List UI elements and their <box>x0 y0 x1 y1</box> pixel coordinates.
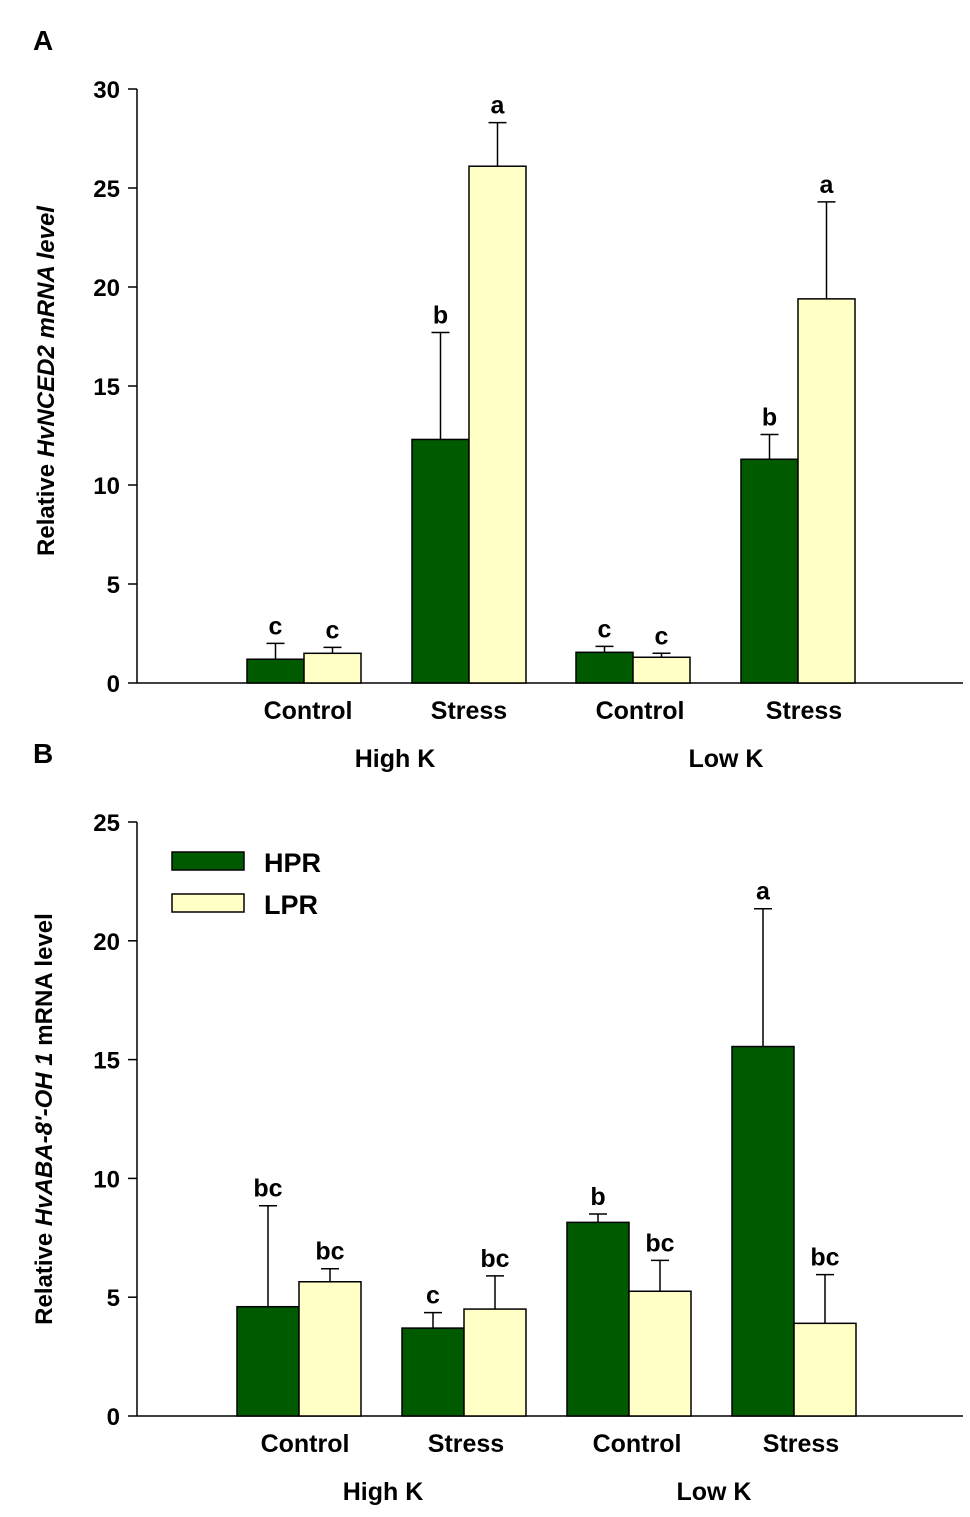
significance-letter-hpr: a <box>756 878 771 906</box>
y-tick-label: 20 <box>93 275 120 302</box>
y-axis-label: Relative HvNCED2 mRNA level <box>33 205 60 556</box>
significance-letter-hpr: bc <box>253 1175 282 1203</box>
bar-lpr <box>303 652 362 684</box>
significance-letter-hpr: b <box>590 1183 605 1211</box>
category-label: Stress <box>431 697 507 725</box>
y-axis-label: Relative HvABA-8'-OH 1 mRNA level <box>31 913 58 1325</box>
y-tick-label: 5 <box>107 572 120 599</box>
bar-hpr <box>236 1305 300 1417</box>
significance-letter-hpr: c <box>269 612 283 640</box>
group-label: Low K <box>677 1478 752 1506</box>
category-label: Stress <box>763 1430 839 1458</box>
bar-lpr <box>797 298 856 684</box>
y-tick-label: 25 <box>93 810 120 837</box>
bar-lpr <box>468 165 527 684</box>
legend-swatch-lpr <box>171 893 245 913</box>
group-label: High K <box>343 1478 424 1506</box>
legend-label-lpr: LPR <box>264 890 318 920</box>
significance-letter-hpr: c <box>598 615 612 643</box>
bar-lpr <box>632 656 691 684</box>
bar-hpr <box>566 1221 630 1417</box>
category-label: Control <box>261 1430 350 1458</box>
panel-b: B Relative HvABA-8'-OH 1 mRNA level HPR … <box>31 738 963 1506</box>
bar-hpr <box>246 658 305 684</box>
significance-letter-lpr: bc <box>480 1245 509 1273</box>
significance-letter-lpr: bc <box>810 1244 839 1272</box>
y-tick-label: 10 <box>93 1166 120 1193</box>
legend: HPR LPR <box>171 848 321 920</box>
panel-label: B <box>33 738 53 769</box>
category-label: Control <box>264 697 353 725</box>
bar-lpr <box>463 1308 527 1417</box>
y-tick-label: 15 <box>93 374 120 401</box>
y-tick-label: 25 <box>93 176 120 203</box>
y-tick-label: 0 <box>107 1404 120 1431</box>
y-tick-label: 5 <box>107 1285 120 1312</box>
y-tick-label: 20 <box>93 929 120 956</box>
significance-letter-lpr: bc <box>315 1238 344 1266</box>
panel-label: A <box>33 25 53 56</box>
significance-letter-lpr: bc <box>645 1229 674 1257</box>
panel-a: A Relative HvNCED2 mRNA level 0 5 10 15 20 25… <box>33 25 963 773</box>
y-tick-label: 10 <box>93 473 120 500</box>
category-label: Stress <box>428 1430 504 1458</box>
bar-hpr <box>731 1045 795 1417</box>
group-label: Low K <box>689 745 764 773</box>
bar-hpr <box>740 458 799 684</box>
bar-lpr <box>298 1281 362 1417</box>
bar-hpr <box>401 1327 465 1417</box>
legend-swatch-hpr <box>171 851 245 871</box>
bar-lpr <box>628 1290 692 1417</box>
significance-letter-lpr: c <box>326 616 340 644</box>
category-label: Stress <box>766 697 842 725</box>
group-label: High K <box>355 745 436 773</box>
category-label: Control <box>596 697 685 725</box>
significance-letter-lpr: c <box>655 622 669 650</box>
significance-letter-hpr: c <box>426 1282 440 1310</box>
legend-label-hpr: HPR <box>264 848 321 878</box>
significance-letter-lpr: a <box>820 171 835 199</box>
bar-lpr <box>793 1322 857 1417</box>
bar-hpr <box>575 651 634 684</box>
y-tick-label: 0 <box>107 671 120 698</box>
y-tick-label: 15 <box>93 1048 120 1075</box>
bar-hpr <box>411 438 470 684</box>
significance-letter-hpr: b <box>762 404 777 432</box>
y-tick-label: 30 <box>93 77 120 104</box>
significance-letter-lpr: a <box>491 92 506 120</box>
significance-letter-hpr: b <box>433 302 448 330</box>
category-label: Control <box>593 1430 682 1458</box>
